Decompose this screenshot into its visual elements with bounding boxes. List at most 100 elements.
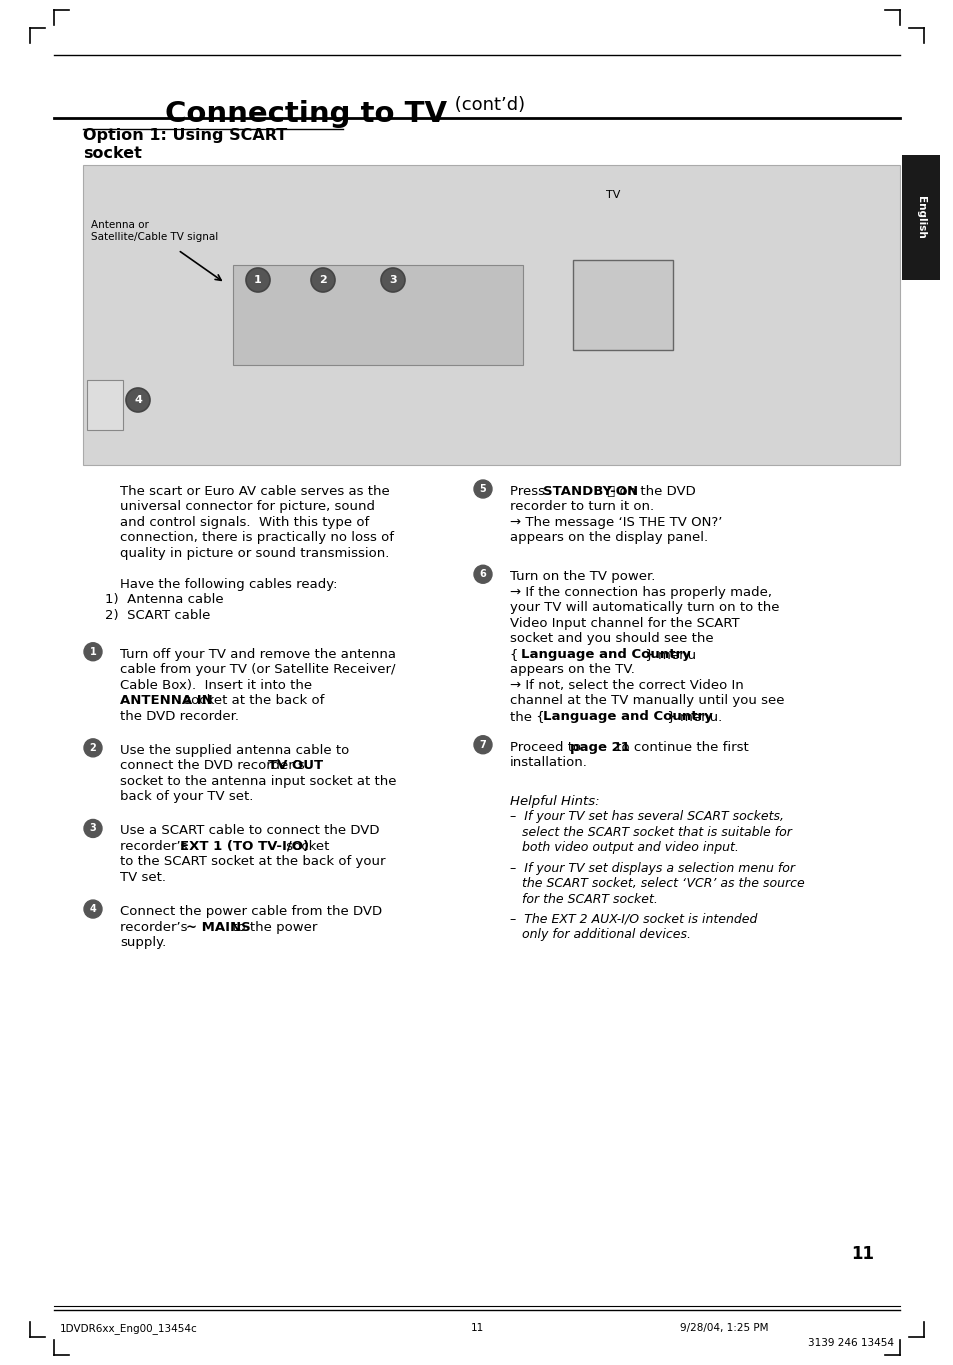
Circle shape (84, 643, 102, 661)
Text: –  If your TV set displays a selection menu for: – If your TV set displays a selection me… (510, 861, 794, 875)
Bar (87, 379, 123, 430)
Text: –  The EXT 2 AUX-I/O socket is intended: – The EXT 2 AUX-I/O socket is intended (510, 913, 757, 925)
Text: STANDBY-ON: STANDBY-ON (542, 485, 638, 498)
Text: the SCART socket, select ‘VCR’ as the source: the SCART socket, select ‘VCR’ as the so… (510, 878, 804, 890)
Bar (573, 259, 672, 349)
Bar (233, 265, 522, 364)
Text: cable from your TV (or Satellite Receiver/: cable from your TV (or Satellite Receive… (120, 663, 395, 676)
Text: socket: socket (83, 146, 142, 161)
Text: only for additional devices.: only for additional devices. (510, 928, 690, 942)
Text: TV set.: TV set. (120, 871, 166, 885)
Text: Option 1: Using SCART: Option 1: Using SCART (83, 128, 287, 143)
Text: the DVD recorder.: the DVD recorder. (120, 710, 239, 722)
Text: connect the DVD recorder’s: connect the DVD recorder’s (120, 759, 309, 773)
Text: recorder’s: recorder’s (120, 839, 192, 853)
Circle shape (474, 565, 492, 583)
Text: → The message ‘IS THE TV ON?’: → The message ‘IS THE TV ON?’ (510, 516, 721, 530)
Text: 1: 1 (253, 274, 262, 285)
Text: Cable Box).  Insert it into the: Cable Box). Insert it into the (120, 678, 312, 692)
Text: } menu.: } menu. (662, 710, 721, 722)
Text: Press: Press (510, 485, 549, 498)
Text: appears on the display panel.: appears on the display panel. (510, 531, 707, 545)
Text: Language and Country: Language and Country (520, 648, 690, 661)
Text: socket at the back of: socket at the back of (180, 695, 324, 707)
Text: 4: 4 (134, 394, 142, 405)
Text: select the SCART socket that is suitable for: select the SCART socket that is suitable… (510, 826, 791, 839)
Text: quality in picture or sound transmission.: quality in picture or sound transmission… (120, 547, 389, 560)
Text: Connect the power cable from the DVD: Connect the power cable from the DVD (120, 905, 382, 919)
Text: 5: 5 (479, 485, 486, 494)
Text: 3139 246 13454: 3139 246 13454 (807, 1338, 893, 1349)
Text: {: { (510, 648, 522, 661)
Text: your TV will automatically turn on to the: your TV will automatically turn on to th… (510, 601, 779, 614)
Text: channel at the TV manually until you see: channel at the TV manually until you see (510, 695, 783, 707)
Text: } menu: } menu (640, 648, 696, 661)
Text: installation.: installation. (510, 756, 587, 770)
Text: Proceed to: Proceed to (510, 741, 585, 753)
Text: → If not, select the correct Video In: → If not, select the correct Video In (510, 678, 743, 692)
Text: English: English (915, 195, 925, 239)
Circle shape (380, 268, 405, 292)
Circle shape (474, 736, 492, 753)
Text: Have the following cables ready:: Have the following cables ready: (120, 577, 337, 591)
Bar (901, 156, 939, 280)
Text: socket and you should see the: socket and you should see the (510, 632, 713, 646)
Text: connection, there is practically no loss of: connection, there is practically no loss… (120, 531, 394, 545)
Text: to the SCART socket at the back of your: to the SCART socket at the back of your (120, 856, 385, 868)
Text: 9/28/04, 1:25 PM: 9/28/04, 1:25 PM (679, 1323, 768, 1334)
Text: to the power: to the power (228, 920, 317, 934)
Text: 11: 11 (850, 1245, 873, 1263)
Text: TV: TV (605, 190, 619, 201)
Text: the {: the { (510, 710, 548, 722)
Text: 2: 2 (319, 274, 327, 285)
Circle shape (311, 268, 335, 292)
Text: EXT 1 (TO TV-I/O): EXT 1 (TO TV-I/O) (180, 839, 310, 853)
Text: ANTENNA IN: ANTENNA IN (120, 695, 213, 707)
Circle shape (84, 819, 102, 838)
Text: recorder to turn it on.: recorder to turn it on. (510, 501, 654, 513)
Text: The scart or Euro AV cable serves as the: The scart or Euro AV cable serves as the (120, 485, 390, 498)
Circle shape (84, 738, 102, 756)
Text: back of your TV set.: back of your TV set. (120, 790, 253, 804)
Bar (83, 165, 899, 465)
Circle shape (84, 900, 102, 919)
Text: appears on the TV.: appears on the TV. (510, 663, 634, 676)
Text: 2: 2 (90, 743, 96, 753)
Circle shape (474, 480, 492, 498)
Circle shape (246, 268, 270, 292)
Text: Use the supplied antenna cable to: Use the supplied antenna cable to (120, 744, 349, 756)
Text: Turn off your TV and remove the antenna: Turn off your TV and remove the antenna (120, 648, 395, 661)
Text: ⏻ on the DVD: ⏻ on the DVD (602, 485, 695, 498)
Text: 3: 3 (389, 274, 396, 285)
Circle shape (126, 388, 150, 412)
Text: ~ MAINS: ~ MAINS (186, 920, 251, 934)
Text: 6: 6 (479, 569, 486, 579)
Text: → If the connection has properly made,: → If the connection has properly made, (510, 586, 771, 599)
Text: 2)  SCART cable: 2) SCART cable (105, 609, 211, 622)
Text: recorder’s: recorder’s (120, 920, 195, 934)
Text: and control signals.  With this type of: and control signals. With this type of (120, 516, 369, 530)
Text: page 21: page 21 (570, 741, 630, 753)
Text: Antenna or
Satellite/Cable TV signal: Antenna or Satellite/Cable TV signal (91, 220, 218, 242)
Text: universal connector for picture, sound: universal connector for picture, sound (120, 501, 375, 513)
Text: TV OUT: TV OUT (268, 759, 323, 773)
Text: Helpful Hints:: Helpful Hints: (510, 794, 599, 808)
Text: Video Input channel for the SCART: Video Input channel for the SCART (510, 617, 739, 629)
Text: supply.: supply. (120, 936, 166, 949)
Text: 1)  Antenna cable: 1) Antenna cable (105, 594, 223, 606)
Text: 1: 1 (90, 647, 96, 657)
Text: Connecting to TV: Connecting to TV (165, 100, 447, 128)
Text: 7: 7 (479, 740, 486, 749)
Text: 3: 3 (90, 823, 96, 834)
Text: socket: socket (282, 839, 330, 853)
Text: for the SCART socket.: for the SCART socket. (510, 893, 658, 905)
Text: Language and Country: Language and Country (542, 710, 712, 722)
Text: Use a SCART cable to connect the DVD: Use a SCART cable to connect the DVD (120, 824, 379, 838)
Text: both video output and video input.: both video output and video input. (510, 841, 739, 854)
Text: socket to the antenna input socket at the: socket to the antenna input socket at th… (120, 775, 396, 788)
Text: 11: 11 (470, 1323, 483, 1334)
Text: Turn on the TV power.: Turn on the TV power. (510, 571, 655, 583)
Text: (cont’d): (cont’d) (449, 96, 524, 115)
Text: 4: 4 (90, 904, 96, 915)
Text: 1DVDR6xx_Eng00_13454c: 1DVDR6xx_Eng00_13454c (60, 1323, 197, 1334)
